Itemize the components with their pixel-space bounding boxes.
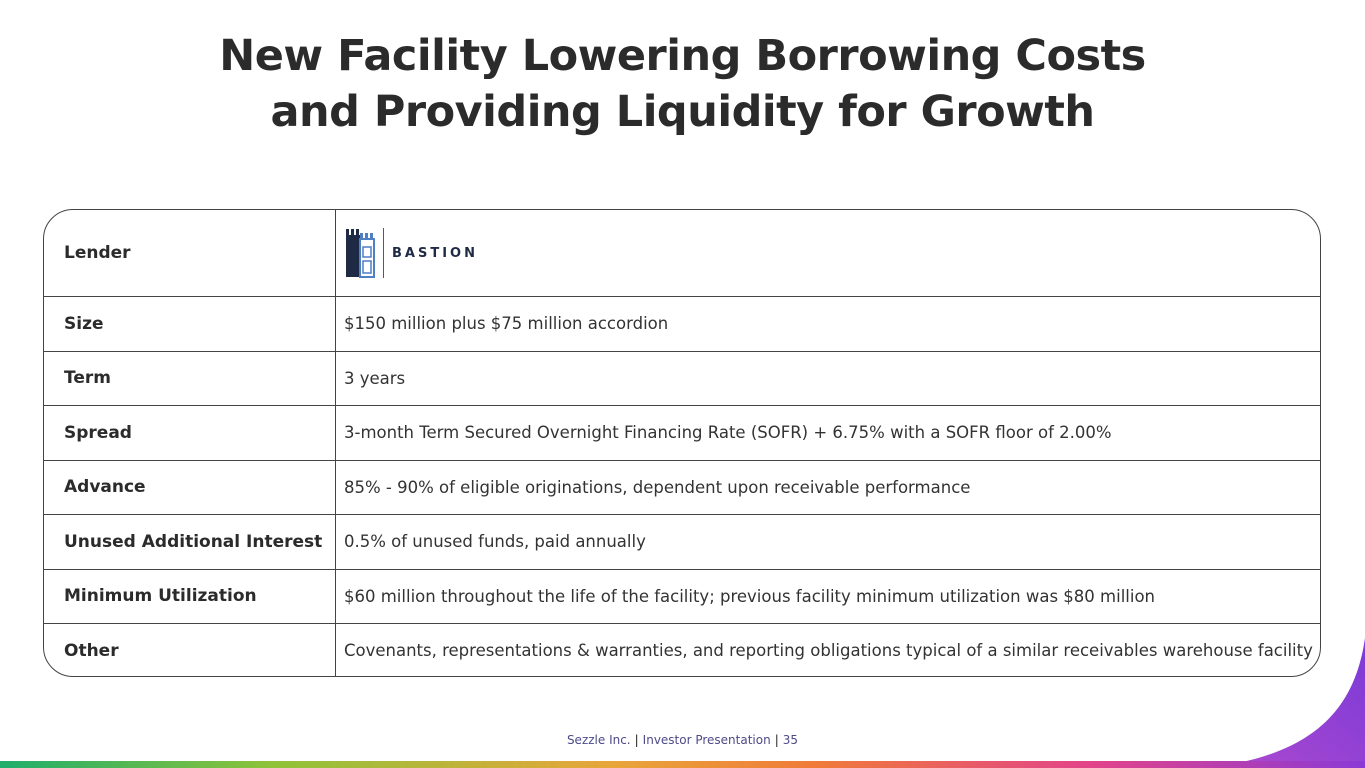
lender-logo: BASTION (336, 210, 1320, 296)
table-row-other: Other Covenants, representations & warra… (44, 623, 1320, 676)
title-line-2: and Providing Liquidity for Growth (270, 87, 1096, 137)
table-row-advance: Advance 85% - 90% of eligible originatio… (44, 459, 1320, 514)
table-row-spread: Spread 3-month Term Secured Overnight Fi… (44, 405, 1320, 460)
table-row-unused-interest: Unused Additional Interest 0.5% of unuse… (44, 514, 1320, 569)
row-label: Size (44, 297, 336, 351)
footer-deck: Investor Presentation (642, 733, 771, 747)
row-value: Covenants, representations & warranties,… (344, 641, 1313, 661)
facility-terms-table: Lender BASTION Size (43, 209, 1321, 677)
row-label: Other (44, 624, 336, 676)
row-label: Spread (44, 406, 336, 460)
row-value: 3 years (344, 368, 406, 388)
table-row-lender: Lender BASTION (44, 210, 1320, 296)
footer-separator: | (774, 733, 779, 747)
row-label: Advance (44, 460, 336, 514)
table-row-size: Size $150 million plus $75 million accor… (44, 296, 1320, 351)
bastion-castle-icon (346, 229, 375, 278)
footer-separator: | (634, 733, 639, 747)
gradient-bar (0, 761, 1365, 768)
row-label: Minimum Utilization (44, 569, 336, 623)
row-value: 3-month Term Secured Overnight Financing… (344, 423, 1112, 443)
row-value: 85% - 90% of eligible originations, depe… (344, 477, 971, 497)
row-value: $150 million plus $75 million accordion (344, 314, 669, 334)
logo-divider (383, 228, 384, 278)
decorative-swoosh (1205, 638, 1365, 768)
lender-logo-text: BASTION (392, 245, 478, 261)
row-label: Unused Additional Interest (44, 515, 336, 569)
footer-page-number: 35 (782, 733, 799, 747)
table-row-term: Term 3 years (44, 350, 1320, 405)
row-value: 0.5% of unused funds, paid annually (344, 532, 646, 552)
footer-company: Sezzle Inc. (566, 733, 631, 747)
row-label: Term (44, 351, 336, 405)
footer: Sezzle Inc. | Investor Presentation | 35 (0, 733, 1365, 747)
page-title: New Facility Lowering Borrowing Costs an… (0, 28, 1365, 140)
table-row-minimum-utilization: Minimum Utilization $60 million througho… (44, 568, 1320, 623)
row-value: $60 million throughout the life of the f… (344, 586, 1156, 606)
row-label: Lender (44, 210, 336, 296)
title-line-1: New Facility Lowering Borrowing Costs (219, 31, 1146, 81)
